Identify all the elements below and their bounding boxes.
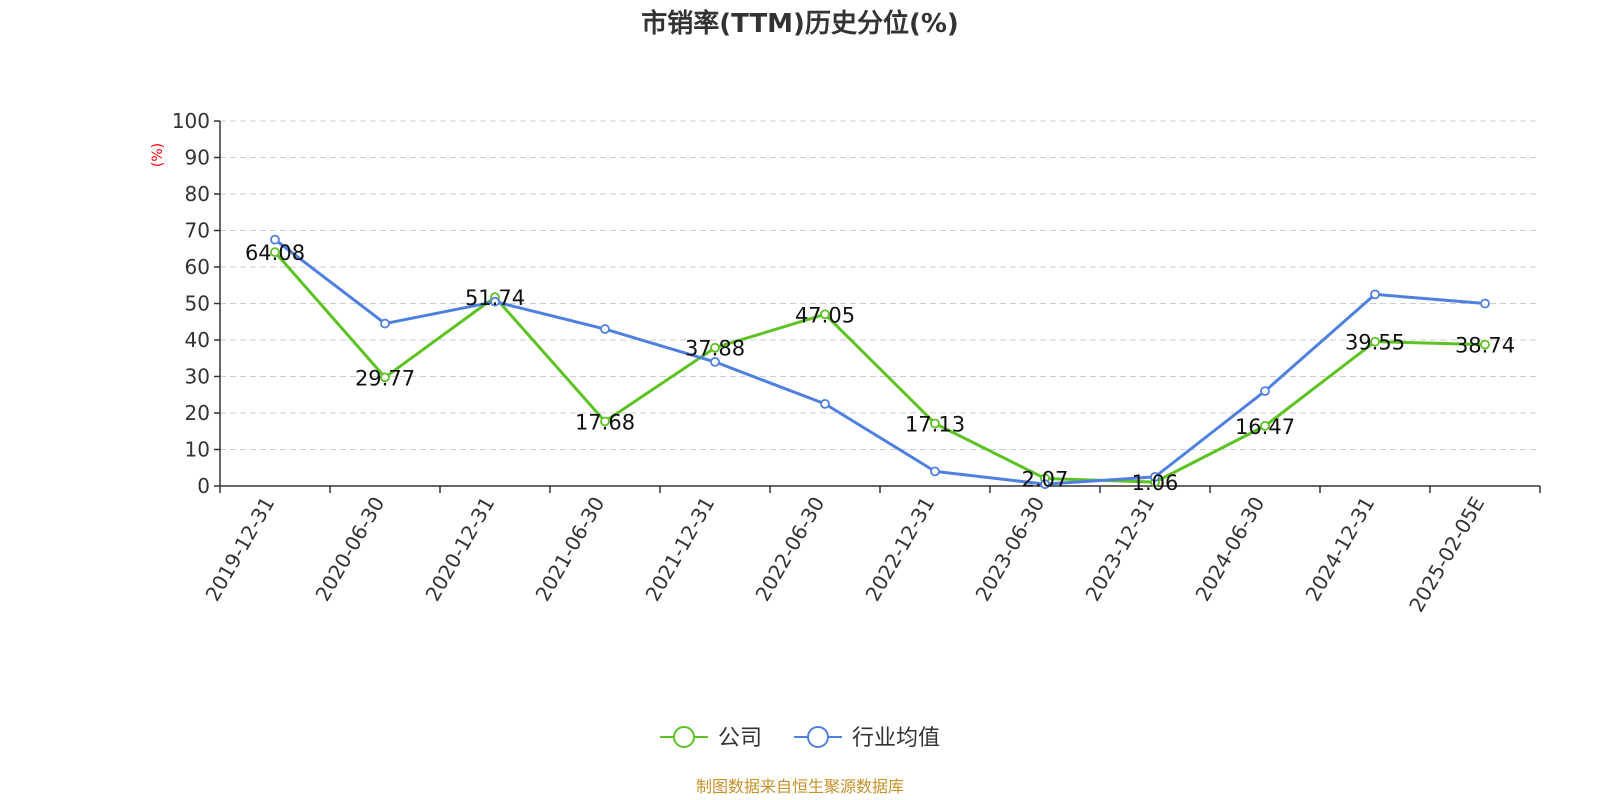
data-point — [820, 398, 830, 409]
y-tick-label: 0 — [197, 474, 210, 498]
data-point — [1480, 298, 1490, 309]
series-0 — [270, 247, 1490, 488]
x-tick-label: 2024-12-31 — [1300, 493, 1379, 606]
data-point — [490, 296, 500, 307]
data-point — [380, 318, 390, 329]
series-line — [273, 251, 1486, 484]
x-tick-label: 2021-12-31 — [640, 493, 719, 606]
legend: 公司 行业均值 — [660, 726, 940, 751]
data-label: 17.68 — [575, 410, 635, 434]
x-tick-label: 2021-06-30 — [530, 493, 609, 606]
legend-marker — [673, 726, 695, 748]
data-label: 2.07 — [1022, 467, 1069, 491]
grid — [220, 120, 1540, 450]
x-tick-label: 2023-06-30 — [970, 493, 1049, 606]
x-tick-label: 2023-12-31 — [1080, 493, 1159, 606]
data-point — [600, 416, 610, 427]
x-tick-label: 2022-06-30 — [750, 493, 829, 606]
y-tick-label: 50 — [185, 292, 210, 316]
y-tick-label: 30 — [185, 365, 210, 389]
data-label: 29.77 — [355, 366, 415, 390]
data-label: 51.74 — [465, 286, 525, 310]
x-tick-label: 2024-06-30 — [1190, 493, 1269, 606]
data-label: 1.06 — [1132, 471, 1179, 495]
legend-label: 行业均值 — [852, 726, 940, 751]
data-point — [710, 342, 720, 353]
data-point — [1260, 420, 1270, 431]
data-label: 39.55 — [1345, 331, 1405, 355]
data-label: 37.88 — [685, 337, 745, 361]
data-label: 16.47 — [1235, 415, 1295, 439]
legend-item: 公司 — [660, 726, 762, 751]
x-tick-label: 2022-12-31 — [860, 493, 939, 606]
legend-marker — [807, 726, 829, 748]
data-point — [1260, 386, 1270, 397]
x-tick-label: 2019-12-31 — [200, 493, 279, 606]
data-point — [930, 466, 940, 477]
y-tick-label: 60 — [185, 255, 210, 279]
data-point — [1480, 339, 1490, 350]
data-point — [1150, 471, 1160, 482]
data-point — [1370, 289, 1380, 300]
data-point — [1040, 479, 1050, 490]
series-line — [274, 238, 1486, 486]
x-tick-label: 2020-12-31 — [420, 493, 499, 606]
y-tick-label: 20 — [185, 401, 210, 425]
y-axis-label: (%) — [150, 143, 166, 167]
data-point — [710, 356, 720, 367]
data-point — [380, 372, 390, 383]
x-tick-label: 2020-06-30 — [310, 493, 389, 606]
series-1 — [270, 234, 1490, 490]
data-point — [270, 234, 280, 245]
data-point — [600, 324, 610, 334]
data-label: 17.13 — [905, 412, 965, 436]
data-point — [1370, 336, 1380, 347]
data-labels: 64.08 29.77 51.74 17.68 37.88 47.05 17.13 2.07 1… — [245, 241, 1515, 495]
data-point — [820, 309, 830, 320]
data-point — [930, 418, 940, 429]
legend-item: 行业均值 — [794, 726, 940, 751]
series-group — [270, 234, 1490, 490]
y-tick-label: 70 — [185, 219, 210, 243]
data-label: 64.08 — [245, 241, 305, 265]
data-point — [270, 247, 280, 258]
y-tick-label: 100 — [172, 109, 210, 133]
y-tick-label: 90 — [185, 146, 210, 170]
legend-label: 公司 — [718, 726, 762, 751]
y-tick-label: 40 — [185, 328, 210, 352]
axes: 0 10 20 30 40 50 60 70 80 90 100 2019-12-31 2020-06-… — [172, 109, 1541, 617]
x-tick-label: 2025-02-05E — [1404, 493, 1489, 617]
chart-title: 市销率(TTM)历史分位(%) — [641, 8, 959, 39]
data-label: 38.74 — [1455, 334, 1515, 358]
source-note: 制图数据来自恒生聚源数据库 — [696, 777, 904, 796]
y-tick-label: 80 — [185, 182, 210, 206]
data-label: 47.05 — [795, 303, 855, 327]
y-tick-label: 10 — [185, 438, 210, 462]
